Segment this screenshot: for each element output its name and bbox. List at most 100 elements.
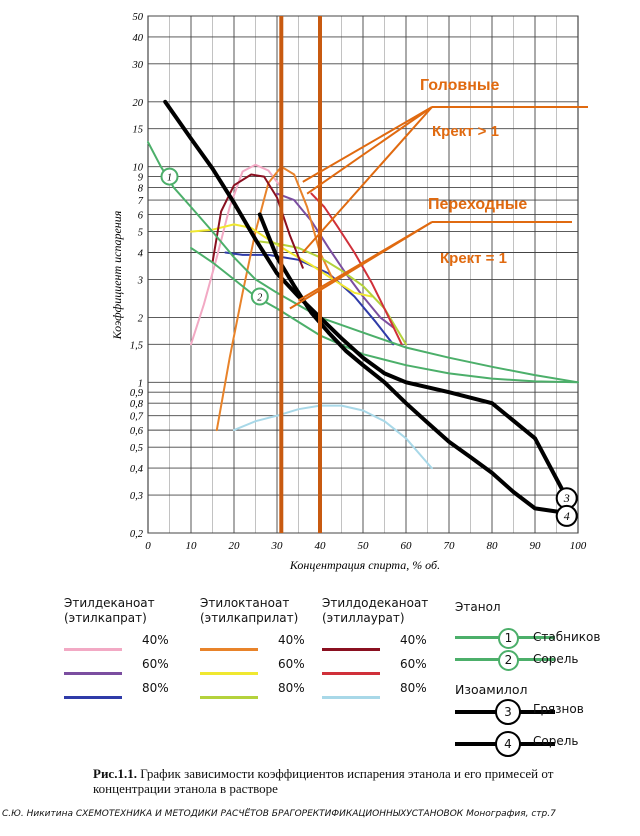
legend-group-title: Этилоктаноат (этилкаприлат): [200, 596, 299, 625]
series-line: [310, 192, 403, 346]
marker-circle: [250, 287, 269, 306]
legend-item-label: 80%: [142, 681, 169, 695]
legend-swatch: [200, 648, 258, 651]
y-tick-label: 0,4: [130, 464, 144, 475]
x-tick-label: 80: [487, 540, 499, 552]
legend-item-label: 40%: [278, 633, 305, 647]
legend-item-label: 80%: [400, 681, 427, 695]
series-line: [211, 173, 304, 269]
legend-number-circle: 1: [498, 628, 519, 649]
annotations: Головные Крект > 1 Переходные Крект = 1: [289, 77, 588, 310]
legend-item-label: Грязнов: [533, 702, 584, 716]
annotation-subtitle: Крект > 1: [432, 123, 499, 140]
y-tick-label: 15: [133, 125, 144, 136]
curve-number-markers: 1 2 3 4: [160, 167, 578, 527]
legend-item-label: 60%: [278, 657, 305, 671]
y-tick-label: 0,9: [130, 388, 144, 399]
caption-text: График зависимости коэффициентов испарен…: [93, 766, 554, 796]
marker-circle: [160, 167, 179, 186]
series-line: [147, 141, 579, 384]
annotation-leader: [289, 221, 433, 310]
marker-label: 1: [167, 173, 172, 184]
legend-swatch: [64, 648, 122, 651]
y-tick-label: 0,7: [130, 412, 144, 423]
legend-number-circle: 4: [495, 731, 521, 757]
marker-label: 3: [563, 491, 570, 505]
y-tick-label: 7: [138, 196, 144, 207]
marker-label: 4: [564, 509, 570, 523]
legend-group-title: Этилдеканоат (этилкапрат): [64, 596, 155, 625]
legend-item-label: Сорель: [533, 652, 579, 666]
x-tick-label: 20: [229, 540, 241, 552]
series-line: [233, 404, 433, 470]
legend-swatch: [322, 672, 380, 675]
legend-swatch: [64, 696, 122, 699]
figure-caption: Рис.1.1. График зависимости коэффициенто…: [93, 766, 623, 796]
y-tick-label: 0,5: [130, 443, 143, 454]
series-line: [257, 212, 563, 515]
series-line: [215, 165, 334, 432]
x-tick-label: 0: [145, 540, 151, 552]
series-line: [190, 223, 373, 298]
y-tick-label: 9: [138, 173, 144, 184]
marker-label: 2: [257, 293, 262, 304]
legend-item-label: 60%: [400, 657, 427, 671]
legend-number-circle: 2: [498, 650, 519, 671]
x-tick-label: 10: [186, 540, 198, 552]
legend-ethanol-title: Этанол: [455, 600, 501, 614]
x-tick-label: 90: [530, 540, 542, 552]
y-tick-label: 0,2: [130, 529, 144, 540]
chart-series: [147, 99, 579, 515]
x-tick-label: 70: [444, 540, 456, 552]
legend-swatch: [200, 672, 258, 675]
annotation-leader: [302, 106, 433, 183]
annotation-subtitle: Крект = 1: [440, 250, 507, 267]
legend-swatch: [200, 696, 258, 699]
series-line: [224, 251, 395, 346]
x-axis-label: Концентрация спирта, % об.: [289, 558, 440, 572]
y-tick-label: 0,6: [130, 426, 144, 437]
y-tick-label: 3: [137, 275, 143, 286]
vertical-markers: [279, 16, 322, 533]
annotation-title: Переходные: [428, 196, 527, 213]
x-tick-label: 40: [315, 540, 327, 552]
y-tick-label: 2: [138, 313, 144, 324]
annotation-title: Головные: [420, 77, 500, 94]
y-tick-label: 1,5: [130, 340, 143, 351]
marker-circle: [555, 504, 578, 527]
y-tick-label: 5: [138, 228, 143, 239]
axis-ticks: 0 10 20 30 40 50 60 70 80 90 100 0,2 0,3 0,4 0,5 0,6 0,7…: [130, 12, 587, 552]
legend-swatch: [322, 696, 380, 699]
y-axis-label: Коэффициент испарения: [110, 210, 124, 340]
legend-item-label: 60%: [142, 657, 169, 671]
y-tick-label: 0,8: [130, 399, 144, 410]
legend-item-label: Стабников: [533, 630, 601, 644]
annotation-leader: [302, 106, 433, 254]
legend-group-title: Этилдодеканоат (этиллаурат): [322, 596, 429, 625]
series-line: [163, 99, 568, 497]
source-line: С.Ю. Никитина СХЕМОТЕХНИКА И МЕТОДИКИ РА…: [2, 809, 556, 819]
annotation-leader: [306, 106, 433, 195]
legend-swatch: [322, 648, 380, 651]
y-tick-label: 6: [138, 211, 144, 222]
x-tick-label: 30: [271, 540, 284, 552]
legend-isoamyl-title: Изоамилол: [455, 682, 528, 697]
x-tick-label: 100: [570, 540, 587, 552]
evaporation-coefficient-chart: 0 10 20 30 40 50 60 70 80 90 100 0,2 0,3 0,4 0,5 0,6 0,7…: [110, 12, 588, 572]
legend-item-label: 40%: [400, 633, 427, 647]
y-tick-label: 40: [133, 33, 144, 44]
x-tick-label: 60: [401, 540, 413, 552]
legend-item-label: Сорель: [533, 734, 579, 748]
caption-label: Рис.1.1.: [93, 766, 137, 781]
y-tick-label: 20: [133, 98, 144, 109]
y-tick-label: 50: [133, 12, 144, 23]
y-tick-label: 1: [138, 378, 143, 389]
y-tick-label: 30: [132, 60, 144, 71]
chart-grid: [147, 15, 579, 534]
legend-item-label: 80%: [278, 681, 305, 695]
series-line: [276, 192, 395, 329]
series-line: [190, 163, 283, 346]
legend-number-circle: 3: [495, 699, 521, 725]
x-tick-label: 50: [358, 540, 370, 552]
y-tick-label: 10: [133, 163, 144, 174]
